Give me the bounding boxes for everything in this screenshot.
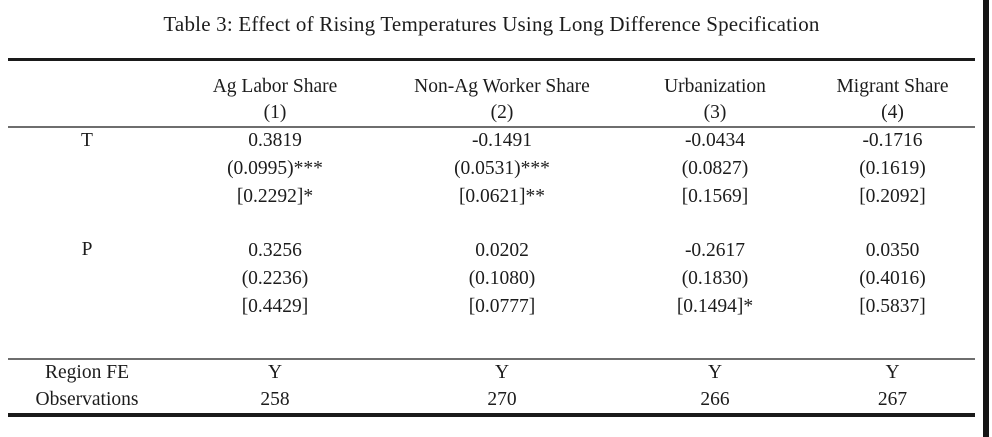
footer-value: 258 xyxy=(166,386,384,417)
column-number: (3) xyxy=(703,101,727,123)
column-header: Urbanization xyxy=(620,58,810,100)
empty-cell xyxy=(8,155,166,183)
coefficient-value: -0.1716 xyxy=(810,125,975,155)
column-number-row: (1) (2) (3) (4) xyxy=(8,100,975,127)
footer-value: Y xyxy=(166,357,384,387)
variable-label: T xyxy=(8,125,166,155)
bracket-value: [0.1569] xyxy=(681,185,749,207)
standard-error: (0.1619) xyxy=(859,157,926,179)
standard-error: (0.0531)*** xyxy=(454,157,550,179)
standard-error-row-T: (0.0995)*** (0.0531)*** (0.0827) (0.1619… xyxy=(8,155,975,183)
standard-error: (0.4016) xyxy=(859,267,926,289)
footer-label: Observations xyxy=(8,386,166,417)
bracket-value: [0.0621]** xyxy=(458,185,546,207)
bracket-value: [0.0777] xyxy=(468,295,536,317)
bracket-value: [0.2092] xyxy=(859,185,926,207)
bracket-value-row-T: [0.2292]* [0.0621]** [0.1569] [0.2092] xyxy=(8,183,975,211)
empty-cell xyxy=(8,265,166,293)
footer-value: 267 xyxy=(810,386,975,417)
footer-value: Y xyxy=(620,357,810,387)
header-empty-cell xyxy=(8,58,166,100)
row-spacer-cell xyxy=(8,211,975,237)
empty-cell xyxy=(8,183,166,211)
row-spacer xyxy=(8,321,975,359)
page-frame-right-border xyxy=(983,0,989,437)
row-spacer xyxy=(8,211,975,237)
standard-error: (0.0995)*** xyxy=(227,157,323,179)
coefficient-value: 0.0202 xyxy=(475,239,529,261)
coefficient-value: -0.1491 xyxy=(384,125,620,155)
standard-error: (0.1830) xyxy=(681,267,749,289)
coefficient-value: 0.3256 xyxy=(248,239,302,261)
empty-cell xyxy=(8,293,166,321)
coefficient-row-T: T 0.3819 -0.1491 -0.0434 -0.1716 xyxy=(8,125,975,155)
row-spacer-cell xyxy=(8,321,975,359)
column-header: Ag Labor Share xyxy=(166,58,384,100)
coefficient-row-P: P 0.3256 0.0202 -0.2617 0.0350 xyxy=(8,237,975,265)
bracket-value: [0.5837] xyxy=(859,295,926,317)
bracket-value-row-P: [0.4429] [0.0777] [0.1494]* [0.5837] xyxy=(8,293,975,321)
footer-value: 266 xyxy=(620,386,810,417)
column-header: Migrant Share xyxy=(810,58,975,100)
standard-error-row-P: (0.2236) (0.1080) (0.1830) (0.4016) xyxy=(8,265,975,293)
standard-error: (0.2236) xyxy=(241,267,309,289)
footer-label: Region FE xyxy=(8,357,166,387)
coefficient-value: -0.0434 xyxy=(620,125,810,155)
footer-value: Y xyxy=(384,357,620,387)
variable-label: P xyxy=(81,238,93,260)
coefficient-value: -0.2617 xyxy=(684,239,746,261)
column-number: (1) xyxy=(263,101,287,123)
column-header: Non-Ag Worker Share xyxy=(384,58,620,100)
column-number: (2) xyxy=(490,101,514,123)
bracket-value: [0.2292]* xyxy=(236,185,314,207)
column-number: (4) xyxy=(881,101,904,123)
bracket-value: [0.1494]* xyxy=(676,295,754,317)
footer-row-region-fe: Region FE Y Y Y Y xyxy=(8,357,975,387)
coefficient-value: 0.3819 xyxy=(166,125,384,155)
bracket-value: [0.4429] xyxy=(241,295,309,317)
regression-table: Ag Labor Share Non-Ag Worker Share Urban… xyxy=(8,58,975,417)
standard-error: (0.0827) xyxy=(681,157,749,179)
standard-error: (0.1080) xyxy=(468,267,536,289)
footer-row-observations: Observations 258 270 266 267 xyxy=(8,386,975,417)
coefficient-value: 0.0350 xyxy=(865,239,920,261)
column-header-row: Ag Labor Share Non-Ag Worker Share Urban… xyxy=(8,58,975,100)
footer-value: 270 xyxy=(384,386,620,417)
table-title: Table 3: Effect of Rising Temperatures U… xyxy=(163,12,820,36)
footer-value: Y xyxy=(810,357,975,387)
header-empty-cell xyxy=(8,100,166,127)
